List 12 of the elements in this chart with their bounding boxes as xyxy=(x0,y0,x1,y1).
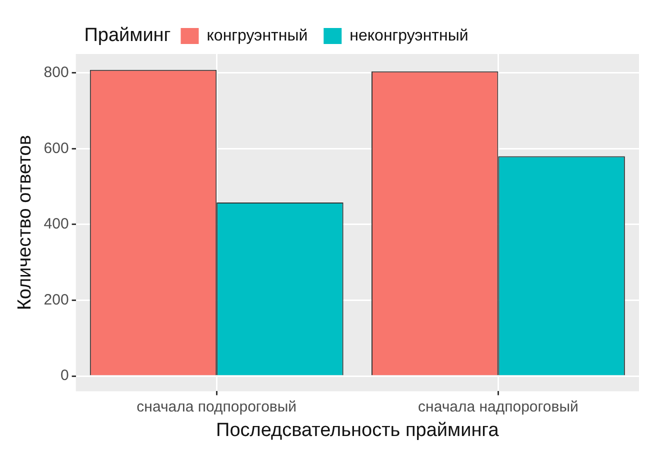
x-tick-label: сначала подпороговый xyxy=(136,398,297,416)
x-tick-label: сначала надпороговый xyxy=(418,398,578,416)
legend-title: Прайминг xyxy=(84,25,171,46)
y-axis-title: Количество ответов xyxy=(14,135,36,310)
legend-label: конгруэнтный xyxy=(206,27,308,44)
y-tick-label: 400 xyxy=(44,216,69,233)
y-tick-label: 600 xyxy=(44,140,69,157)
x-axis-title: Последсвательность прайминга xyxy=(216,420,500,441)
y-tick-label: 800 xyxy=(44,64,69,82)
y-tick-label: 200 xyxy=(44,291,69,308)
legend-label: неконгруэнтный xyxy=(350,27,468,44)
y-tick-label: 0 xyxy=(60,367,69,384)
